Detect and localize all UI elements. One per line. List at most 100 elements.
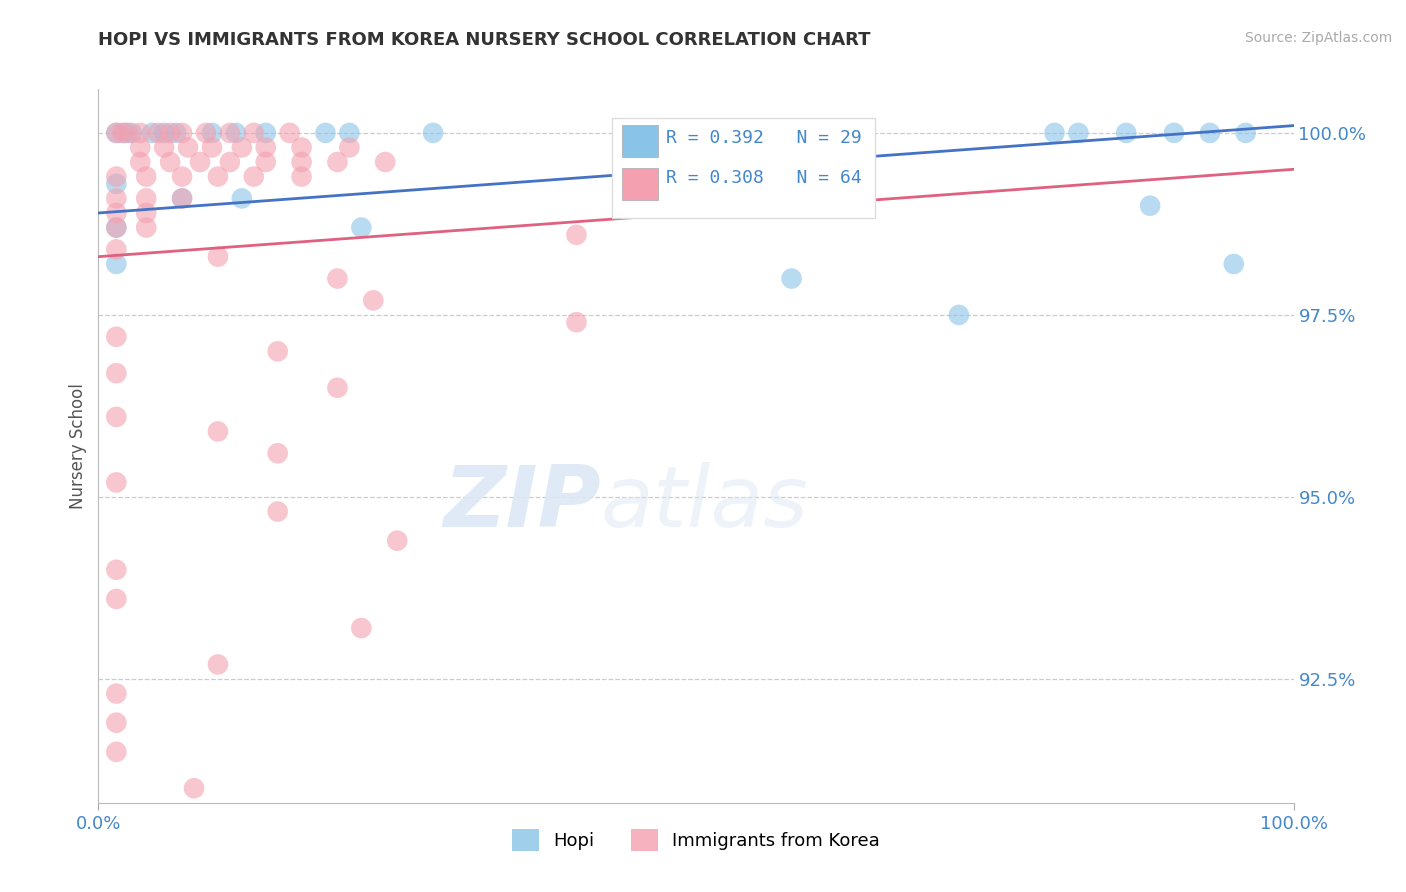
Point: [105, 220, 128, 235]
Point: [105, 169, 128, 184]
Point: [159, 126, 181, 140]
Point: [374, 155, 396, 169]
Point: [626, 126, 648, 140]
Point: [105, 191, 128, 205]
Point: [117, 126, 139, 140]
Point: [1139, 199, 1161, 213]
Point: [231, 191, 253, 205]
Point: [105, 745, 128, 759]
Point: [129, 155, 152, 169]
Point: [219, 126, 242, 140]
Point: [135, 191, 157, 205]
Point: [105, 475, 128, 490]
Point: [565, 227, 588, 242]
Point: [105, 257, 128, 271]
Point: [780, 271, 803, 285]
Point: [105, 177, 128, 191]
Point: [201, 126, 224, 140]
Point: [129, 140, 152, 154]
Point: [339, 126, 361, 140]
Point: [350, 220, 373, 235]
Point: [254, 126, 277, 140]
Point: [243, 126, 266, 140]
Point: [111, 126, 134, 140]
Point: [105, 591, 128, 606]
Text: atlas: atlas: [600, 461, 808, 545]
Point: [278, 126, 301, 140]
Point: [105, 409, 128, 424]
Point: [148, 126, 170, 140]
Point: [291, 155, 314, 169]
Point: [1043, 126, 1066, 140]
Point: [201, 140, 224, 154]
Point: [105, 563, 128, 577]
Point: [207, 169, 229, 184]
Point: [105, 366, 128, 380]
FancyBboxPatch shape: [613, 118, 876, 218]
Point: [422, 126, 444, 140]
Point: [141, 126, 163, 140]
Point: [254, 140, 277, 154]
Point: [207, 250, 229, 264]
Point: [1115, 126, 1137, 140]
Point: [363, 293, 385, 308]
Point: [105, 243, 128, 257]
Point: [254, 155, 277, 169]
Point: [135, 206, 157, 220]
Point: [105, 687, 128, 701]
Point: [267, 344, 290, 359]
Point: [339, 140, 361, 154]
Point: [172, 191, 194, 205]
Point: [1199, 126, 1222, 140]
Point: [326, 271, 349, 285]
Point: [385, 533, 409, 548]
Point: [243, 169, 266, 184]
Point: [188, 155, 211, 169]
Point: [121, 126, 143, 140]
Point: [350, 621, 373, 635]
Point: [172, 126, 194, 140]
Point: [159, 155, 181, 169]
Point: [105, 220, 128, 235]
Point: [105, 330, 128, 344]
Point: [207, 425, 229, 439]
Point: [267, 446, 290, 460]
Point: [177, 140, 200, 154]
Point: [105, 715, 128, 730]
Point: [153, 140, 176, 154]
Point: [105, 126, 128, 140]
Text: R = 0.392   N = 29: R = 0.392 N = 29: [666, 128, 862, 146]
Point: [326, 155, 349, 169]
Point: [135, 169, 157, 184]
Point: [105, 126, 128, 140]
Point: [172, 191, 194, 205]
Point: [135, 220, 157, 235]
Point: [219, 155, 242, 169]
Point: [195, 126, 218, 140]
Y-axis label: Nursery School: Nursery School: [69, 383, 87, 509]
Point: [231, 140, 253, 154]
Point: [291, 169, 314, 184]
Point: [183, 781, 205, 796]
Text: R = 0.308   N = 64: R = 0.308 N = 64: [666, 169, 862, 187]
Point: [172, 169, 194, 184]
Point: [165, 126, 187, 140]
Text: ZIP: ZIP: [443, 461, 600, 545]
Point: [1163, 126, 1185, 140]
Point: [129, 126, 152, 140]
Point: [1067, 126, 1090, 140]
Point: [225, 126, 247, 140]
FancyBboxPatch shape: [621, 125, 658, 157]
Point: [291, 140, 314, 154]
Point: [1223, 257, 1246, 271]
Point: [153, 126, 176, 140]
Point: [267, 504, 290, 518]
Point: [948, 308, 970, 322]
Point: [315, 126, 337, 140]
Point: [326, 381, 349, 395]
FancyBboxPatch shape: [621, 168, 658, 200]
Legend: Hopi, Immigrants from Korea: Hopi, Immigrants from Korea: [505, 822, 887, 858]
Point: [105, 206, 128, 220]
Text: HOPI VS IMMIGRANTS FROM KOREA NURSERY SCHOOL CORRELATION CHART: HOPI VS IMMIGRANTS FROM KOREA NURSERY SC…: [98, 31, 870, 49]
Point: [565, 315, 588, 329]
